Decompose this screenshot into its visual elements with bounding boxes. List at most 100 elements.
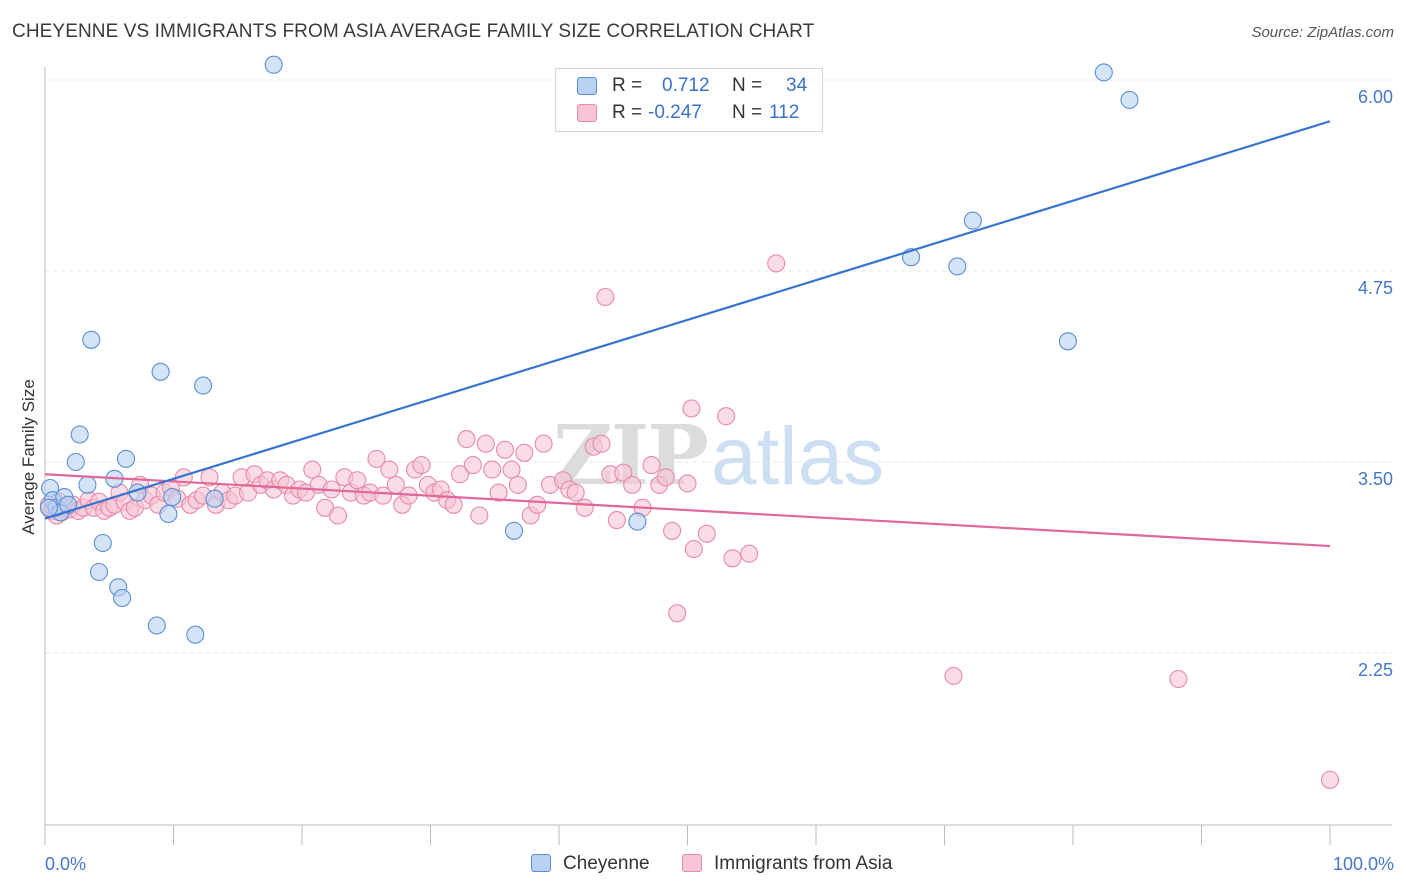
point-asia [528,495,547,514]
point-asia [944,666,963,685]
legend-r-label: R = [612,75,643,96]
point-asia [373,486,393,505]
point-asia [328,506,348,525]
trend-layer [44,120,1331,548]
y-tick-label: 6.00 [1358,87,1393,107]
point-asia [575,498,594,517]
point-cheyenne [82,330,101,349]
legend-row-asia: R = -0.247 N = 112 [556,101,822,127]
legend-item-label: Cheyenne [563,853,650,874]
legend-r-label: R = [612,102,643,123]
legend-swatch-pink [682,854,702,872]
point-cheyenne [78,475,97,494]
point-asia [607,511,626,530]
legend-r-value: 0.712 [662,75,710,96]
x-tick-label: 0.0% [45,854,86,874]
point-cheyenne [186,625,205,644]
point-asia [515,443,534,462]
legend-swatch-pink [577,104,597,122]
point-cheyenne [151,362,170,381]
point-asia [367,449,386,468]
point-asia [489,483,508,502]
trendline-asia [44,473,1331,548]
point-cheyenne [1120,90,1139,109]
point-asia [623,475,642,494]
point-cheyenne [1094,63,1113,82]
point-cheyenne [70,425,89,444]
point-cheyenne [93,533,112,553]
point-asia [668,604,687,623]
point-asia [1169,669,1188,689]
y-tick-label: 4.75 [1358,278,1393,298]
point-asia [1320,770,1340,789]
point-asia [642,456,661,475]
point-asia [483,460,502,479]
point-asia [717,407,736,426]
y-tick-label: 2.25 [1358,660,1393,680]
point-asia [663,521,682,540]
point-asia [656,468,675,487]
point-cheyenne [113,588,132,608]
point-asia [457,430,476,449]
point-cheyenne [628,512,647,531]
trendline-cheyenne [44,120,1331,520]
point-cheyenne [948,257,967,276]
point-asia [767,254,786,273]
source-label: Source: ZipAtlas.com [1251,24,1394,41]
chart-title: CHEYENNE VS IMMIGRANTS FROM ASIA AVERAGE… [12,21,815,42]
legend-n-value: 34 [786,75,808,96]
point-asia [682,399,701,418]
legend-n-label: N = [732,75,763,96]
grid-layer [45,79,1392,654]
x-tick-label: 100.0% [1333,854,1394,874]
point-asia [534,434,553,453]
axis-layer [44,67,1392,845]
legend-row-cheyenne: R = 0.712 N = 34 [556,74,822,100]
correlation-legend: R = 0.712 N = 34 R = -0.247 N = 112 [555,68,823,132]
point-asia [596,287,615,307]
point-cheyenne [194,376,213,395]
point-cheyenne [1058,332,1077,351]
point-cheyenne [205,489,224,508]
point-asia [380,460,399,479]
point-asia [678,474,697,493]
legend-r-value: -0.247 [648,102,702,123]
point-asia [723,549,742,568]
series-legend: Cheyenne Immigrants from Asia [0,852,1406,880]
point-asia [502,460,521,479]
legend-swatch-blue [531,854,551,872]
point-asia [303,460,322,479]
point-asia [592,434,611,453]
point-cheyenne [159,504,178,524]
y-tick-label: 3.50 [1358,469,1393,489]
point-asia [508,475,527,494]
points-layer [39,55,1340,789]
point-cheyenne [116,449,136,468]
legend-item-label: Immigrants from Asia [714,853,893,874]
point-asia [566,483,585,502]
legend-swatch-blue [577,77,597,95]
point-cheyenne [264,55,283,74]
point-cheyenne [39,498,58,517]
point-asia [348,471,367,490]
point-cheyenne [963,211,982,230]
point-asia [444,495,463,514]
point-asia [684,540,703,559]
y-axis-label: Average Family Size [19,379,38,535]
point-asia [740,544,759,563]
point-cheyenne [66,452,85,472]
point-asia [495,440,515,459]
point-asia [697,524,716,543]
point-cheyenne [147,616,166,635]
point-cheyenne [163,488,182,507]
point-asia [451,465,470,484]
point-cheyenne [89,562,109,582]
point-asia [470,506,489,525]
legend-n-value: 112 [769,102,800,123]
point-asia [614,463,633,482]
point-asia [463,456,482,475]
point-asia [412,456,431,475]
point-asia [476,434,495,453]
point-cheyenne [504,521,524,540]
